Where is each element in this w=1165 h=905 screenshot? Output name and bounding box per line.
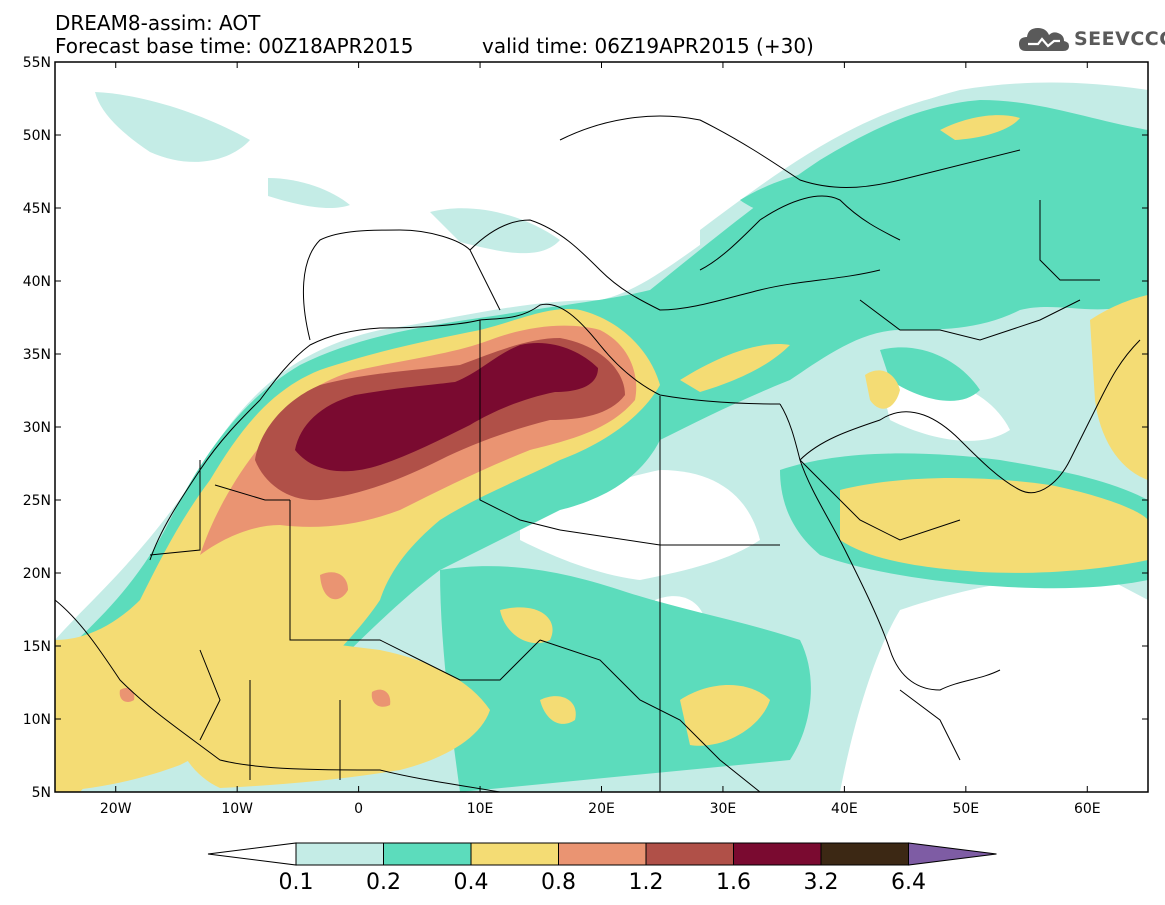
lat-label: 55N	[23, 55, 51, 71]
colorbar-label: 0.2	[366, 870, 401, 895]
seevccc-logo: SEEVCCC	[1018, 24, 1165, 54]
longitude-axis: 20W 10W 0 10E 20E 30E 40E 50E 60E	[100, 62, 1101, 817]
colorbar-arrow-low	[207, 842, 297, 866]
colorbar-swatch	[295, 842, 384, 866]
cloud-icon	[1019, 28, 1069, 51]
coastlines	[55, 115, 1141, 792]
lon-label: 60E	[1074, 801, 1101, 817]
lat-label: 10N	[23, 712, 51, 728]
colorbar: 0.1 0.2 0.4 0.8 1.2 1.6 3.2 6.4	[207, 842, 997, 895]
lon-label: 10W	[221, 801, 253, 817]
colorbar-swatch	[558, 842, 647, 866]
lat-label: 30N	[23, 420, 51, 436]
lon-label: 20E	[588, 801, 615, 817]
colorbar-arrow-high	[908, 842, 997, 866]
colorbar-swatch	[733, 842, 822, 866]
lon-label: 10E	[467, 801, 494, 817]
lat-label: 25N	[23, 493, 51, 509]
colorbar-swatch	[470, 842, 559, 866]
colorbar-label: 0.4	[454, 870, 489, 895]
lat-label: 40N	[23, 274, 51, 290]
lat-label: 45N	[23, 201, 51, 217]
lon-label: 20W	[100, 801, 132, 817]
lat-label: 20N	[23, 566, 51, 582]
lon-label: 50E	[952, 801, 979, 817]
lat-label: 5N	[32, 785, 51, 801]
valid-time: valid time: 06Z19APR2015 (+30)	[482, 34, 814, 58]
map-title: DREAM8-assim: AOT	[55, 11, 261, 35]
colorbar-label: 1.2	[629, 870, 664, 895]
aot-level-1.6	[295, 342, 598, 472]
colorbar-label: 0.8	[541, 870, 576, 895]
forecast-base-time: Forecast base time: 00Z18APR2015	[55, 34, 414, 58]
colorbar-label: 6.4	[891, 870, 926, 895]
lat-label: 15N	[23, 639, 51, 655]
lat-label: 35N	[23, 347, 51, 363]
colorbar-swatch	[820, 842, 909, 866]
colorbar-swatch	[383, 842, 472, 866]
colorbar-label: 0.1	[279, 870, 314, 895]
colorbar-label: 1.6	[716, 870, 751, 895]
lon-label: 0	[354, 801, 363, 817]
colorbar-swatch	[645, 842, 734, 866]
logo-text: SEEVCCC	[1074, 28, 1165, 50]
lon-label: 40E	[831, 801, 858, 817]
aot-field	[55, 62, 1148, 792]
lon-label: 30E	[710, 801, 737, 817]
latitude-axis: 55N 50N 45N 40N 35N 30N 25N 20N 15N 10N 5N	[23, 55, 1148, 801]
colorbar-label: 3.2	[804, 870, 839, 895]
lat-label: 50N	[23, 128, 51, 144]
